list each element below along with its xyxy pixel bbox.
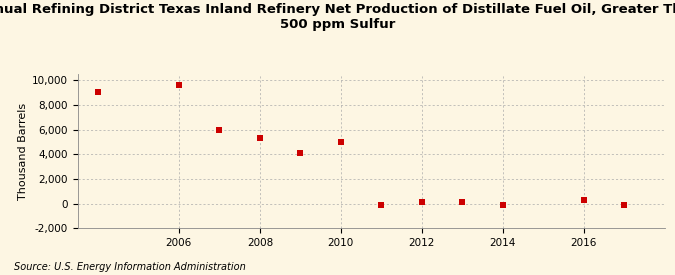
Point bbox=[578, 198, 589, 202]
Point bbox=[92, 90, 103, 94]
Point bbox=[619, 202, 630, 207]
Point bbox=[457, 200, 468, 204]
Point bbox=[295, 151, 306, 155]
Point bbox=[254, 136, 265, 141]
Y-axis label: Thousand Barrels: Thousand Barrels bbox=[18, 103, 28, 200]
Point bbox=[416, 200, 427, 204]
Point bbox=[214, 127, 225, 132]
Text: Annual Refining District Texas Inland Refinery Net Production of Distillate Fuel: Annual Refining District Texas Inland Re… bbox=[0, 3, 675, 31]
Point bbox=[376, 202, 387, 207]
Point bbox=[173, 83, 184, 87]
Point bbox=[497, 202, 508, 207]
Point bbox=[335, 140, 346, 144]
Text: Source: U.S. Energy Information Administration: Source: U.S. Energy Information Administ… bbox=[14, 262, 245, 272]
